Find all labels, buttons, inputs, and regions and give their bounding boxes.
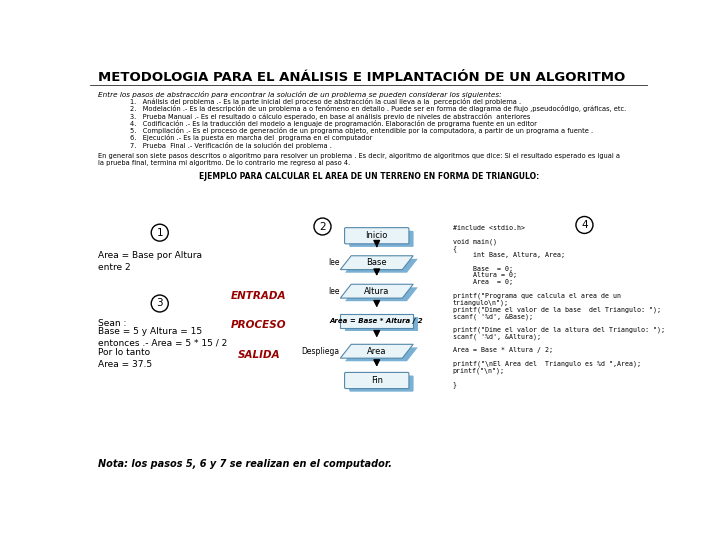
- Text: Base = 5 y Altura = 15
entonces .- Area = 5 * 15 / 2: Base = 5 y Altura = 15 entonces .- Area …: [98, 327, 227, 347]
- Text: METODOLOGIA PARA EL ANÁLISIS E IMPLANTACIÓN DE UN ALGORITMO: METODOLOGIA PARA EL ANÁLISIS E IMPLANTAC…: [98, 71, 625, 84]
- Text: Area  = 0;: Area = 0;: [453, 279, 513, 285]
- Text: 2.   Modelación .- Es la descripción de un problema a o fenómeno en detallo . Pu: 2. Modelación .- Es la descripción de un…: [130, 105, 626, 112]
- Text: {: {: [453, 245, 456, 252]
- FancyBboxPatch shape: [341, 314, 413, 328]
- Text: 1.   Análisis del problema .- Es la parte inicial del proceso de abstracción la : 1. Análisis del problema .- Es la parte …: [130, 98, 521, 105]
- Text: printf("Programa que calcula el area de un: printf("Programa que calcula el area de …: [453, 293, 621, 299]
- Text: Base  = 0;: Base = 0;: [453, 266, 513, 272]
- Text: void main(): void main(): [453, 239, 497, 245]
- Text: 3.   Prueba Manual .- Es el resultado o cálculo esperado, en base al análisis pr: 3. Prueba Manual .- Es el resultado o cá…: [130, 112, 531, 119]
- Text: SALIDA: SALIDA: [238, 350, 280, 360]
- Text: 4.   Codificación .- Es la traducción del modelo a lenguaje de programación. Ela: 4. Codificación .- Es la traducción del …: [130, 120, 537, 127]
- FancyBboxPatch shape: [345, 318, 418, 331]
- FancyBboxPatch shape: [349, 231, 413, 247]
- Polygon shape: [341, 256, 413, 269]
- Text: 2: 2: [319, 221, 326, 232]
- FancyBboxPatch shape: [349, 375, 413, 391]
- Text: Por lo tanto
Area = 37.5: Por lo tanto Area = 37.5: [98, 348, 152, 369]
- Text: printf("Dime el valor de la altura del Triangulo: ");: printf("Dime el valor de la altura del T…: [453, 327, 665, 333]
- Text: Sean :: Sean :: [98, 319, 126, 328]
- Text: printf("\nEl Area del  Triangulo es %d ",Area);: printf("\nEl Area del Triangulo es %d ",…: [453, 361, 641, 367]
- Text: EJEMPLO PARA CALCULAR EL AREA DE UN TERRENO EN FORMA DE TRIANGULO:: EJEMPLO PARA CALCULAR EL AREA DE UN TERR…: [199, 172, 539, 181]
- Text: PROCESO: PROCESO: [231, 320, 287, 330]
- Polygon shape: [341, 284, 413, 298]
- Text: Inicio: Inicio: [366, 231, 388, 240]
- Text: Area = Base * Altura / 2;: Area = Base * Altura / 2;: [453, 347, 553, 353]
- Text: 3: 3: [156, 299, 163, 308]
- Text: Altura = 0;: Altura = 0;: [453, 272, 517, 279]
- Text: Base: Base: [366, 258, 387, 267]
- Text: 1: 1: [156, 228, 163, 238]
- Text: triangulo\n");: triangulo\n");: [453, 300, 509, 306]
- Polygon shape: [345, 259, 418, 273]
- Text: Entre los pasos de abstracción para encontrar la solución de un problema se pued: Entre los pasos de abstracción para enco…: [98, 91, 501, 98]
- FancyBboxPatch shape: [345, 373, 409, 389]
- Text: #include <stdio.h>: #include <stdio.h>: [453, 225, 525, 231]
- Text: 7.   Prueba  Final .- Verificación de la solución del problema .: 7. Prueba Final .- Verificación de la so…: [130, 142, 332, 149]
- Text: Nota: los pasos 5, 6 y 7 se realizan en el computador.: Nota: los pasos 5, 6 y 7 se realizan en …: [98, 459, 392, 469]
- Text: Area: Area: [367, 347, 387, 356]
- FancyBboxPatch shape: [345, 228, 409, 244]
- Text: lee: lee: [328, 258, 340, 267]
- Text: 6.   Ejecución .- Es la puesta en marcha del  programa en el computador: 6. Ejecución .- Es la puesta en marcha d…: [130, 134, 373, 141]
- Text: Despliega: Despliega: [302, 347, 340, 356]
- Text: scanf( '%d', &Altura);: scanf( '%d', &Altura);: [453, 333, 541, 340]
- Text: la prueba final, termina mi algoritmo. De lo contrario me regreso al paso 4.: la prueba final, termina mi algoritmo. D…: [98, 159, 350, 165]
- Text: printf("\n");: printf("\n");: [453, 367, 505, 374]
- Text: 4: 4: [581, 220, 588, 230]
- Text: Altura: Altura: [364, 287, 390, 296]
- Polygon shape: [345, 287, 418, 301]
- Text: ENTRADA: ENTRADA: [231, 291, 287, 301]
- Text: 5.   Compilación .- Es el proceso de generación de un programa objeto, entendibl: 5. Compilación .- Es el proceso de gener…: [130, 127, 593, 134]
- Text: Fin: Fin: [371, 376, 383, 385]
- Text: printf("Dime el valor de la base  del Triangulo: ");: printf("Dime el valor de la base del Tri…: [453, 306, 661, 313]
- Text: lee: lee: [328, 287, 340, 296]
- Text: int Base, Altura, Area;: int Base, Altura, Area;: [453, 252, 564, 258]
- Polygon shape: [341, 345, 413, 358]
- Polygon shape: [345, 347, 418, 361]
- Text: }: }: [453, 381, 456, 388]
- Text: scanf( '%d', &Base);: scanf( '%d', &Base);: [453, 313, 533, 320]
- Text: Area = Base * Altura / 2: Area = Base * Altura / 2: [330, 318, 423, 324]
- Text: En general son siete pasos descritos o algoritmo para resolver un problema . Es : En general son siete pasos descritos o a…: [98, 153, 620, 159]
- Text: Area = Base por Altura
entre 2: Area = Base por Altura entre 2: [98, 251, 202, 272]
